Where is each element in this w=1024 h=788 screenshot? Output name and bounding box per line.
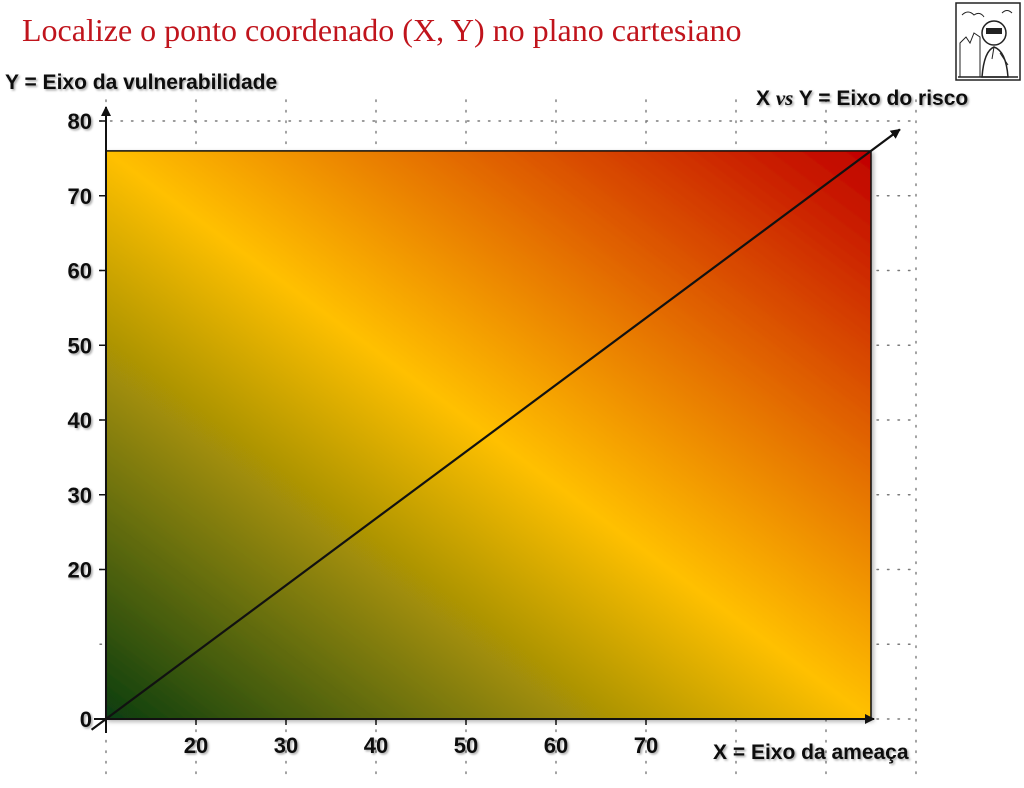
x-ticks: 20 30 40 50 60 70 xyxy=(184,719,658,758)
y-tick-label: 60 xyxy=(68,259,92,284)
x-tick-label: 60 xyxy=(544,733,568,758)
y-axis-label: Y = Eixo da vulnerabilidade xyxy=(5,71,277,94)
risk-diagonal-line xyxy=(90,128,901,731)
page-title: Localize o ponto coordenado (X, Y) no pl… xyxy=(22,12,741,48)
y-tick-label: 50 xyxy=(68,333,92,358)
y-tick-label: 0 xyxy=(80,707,92,732)
cartoon-figure-icon xyxy=(955,2,1021,81)
y-tick-label: 40 xyxy=(68,408,92,433)
y-tick-label: 30 xyxy=(68,483,92,508)
x-axis-label: X = Eixo da ameaça xyxy=(713,741,909,764)
x-tick-label: 40 xyxy=(364,733,388,758)
y-ticks: 0 20 30 40 50 60 70 80 xyxy=(68,109,106,732)
risk-label-vs: vs xyxy=(776,86,794,110)
y-tick-label: 20 xyxy=(68,558,92,583)
y-tick-label: 70 xyxy=(68,184,92,209)
risk-label-prefix: X xyxy=(756,87,776,110)
risk-axis-label: X vs Y = Eixo do risco xyxy=(756,86,968,110)
x-tick-label: 70 xyxy=(634,733,658,758)
risk-label-suffix: Y = Eixo do risco xyxy=(793,87,968,110)
x-tick-label: 50 xyxy=(454,733,478,758)
x-tick-label: 30 xyxy=(274,733,298,758)
x-tick-label: 20 xyxy=(184,733,208,758)
y-tick-label: 80 xyxy=(68,109,92,134)
